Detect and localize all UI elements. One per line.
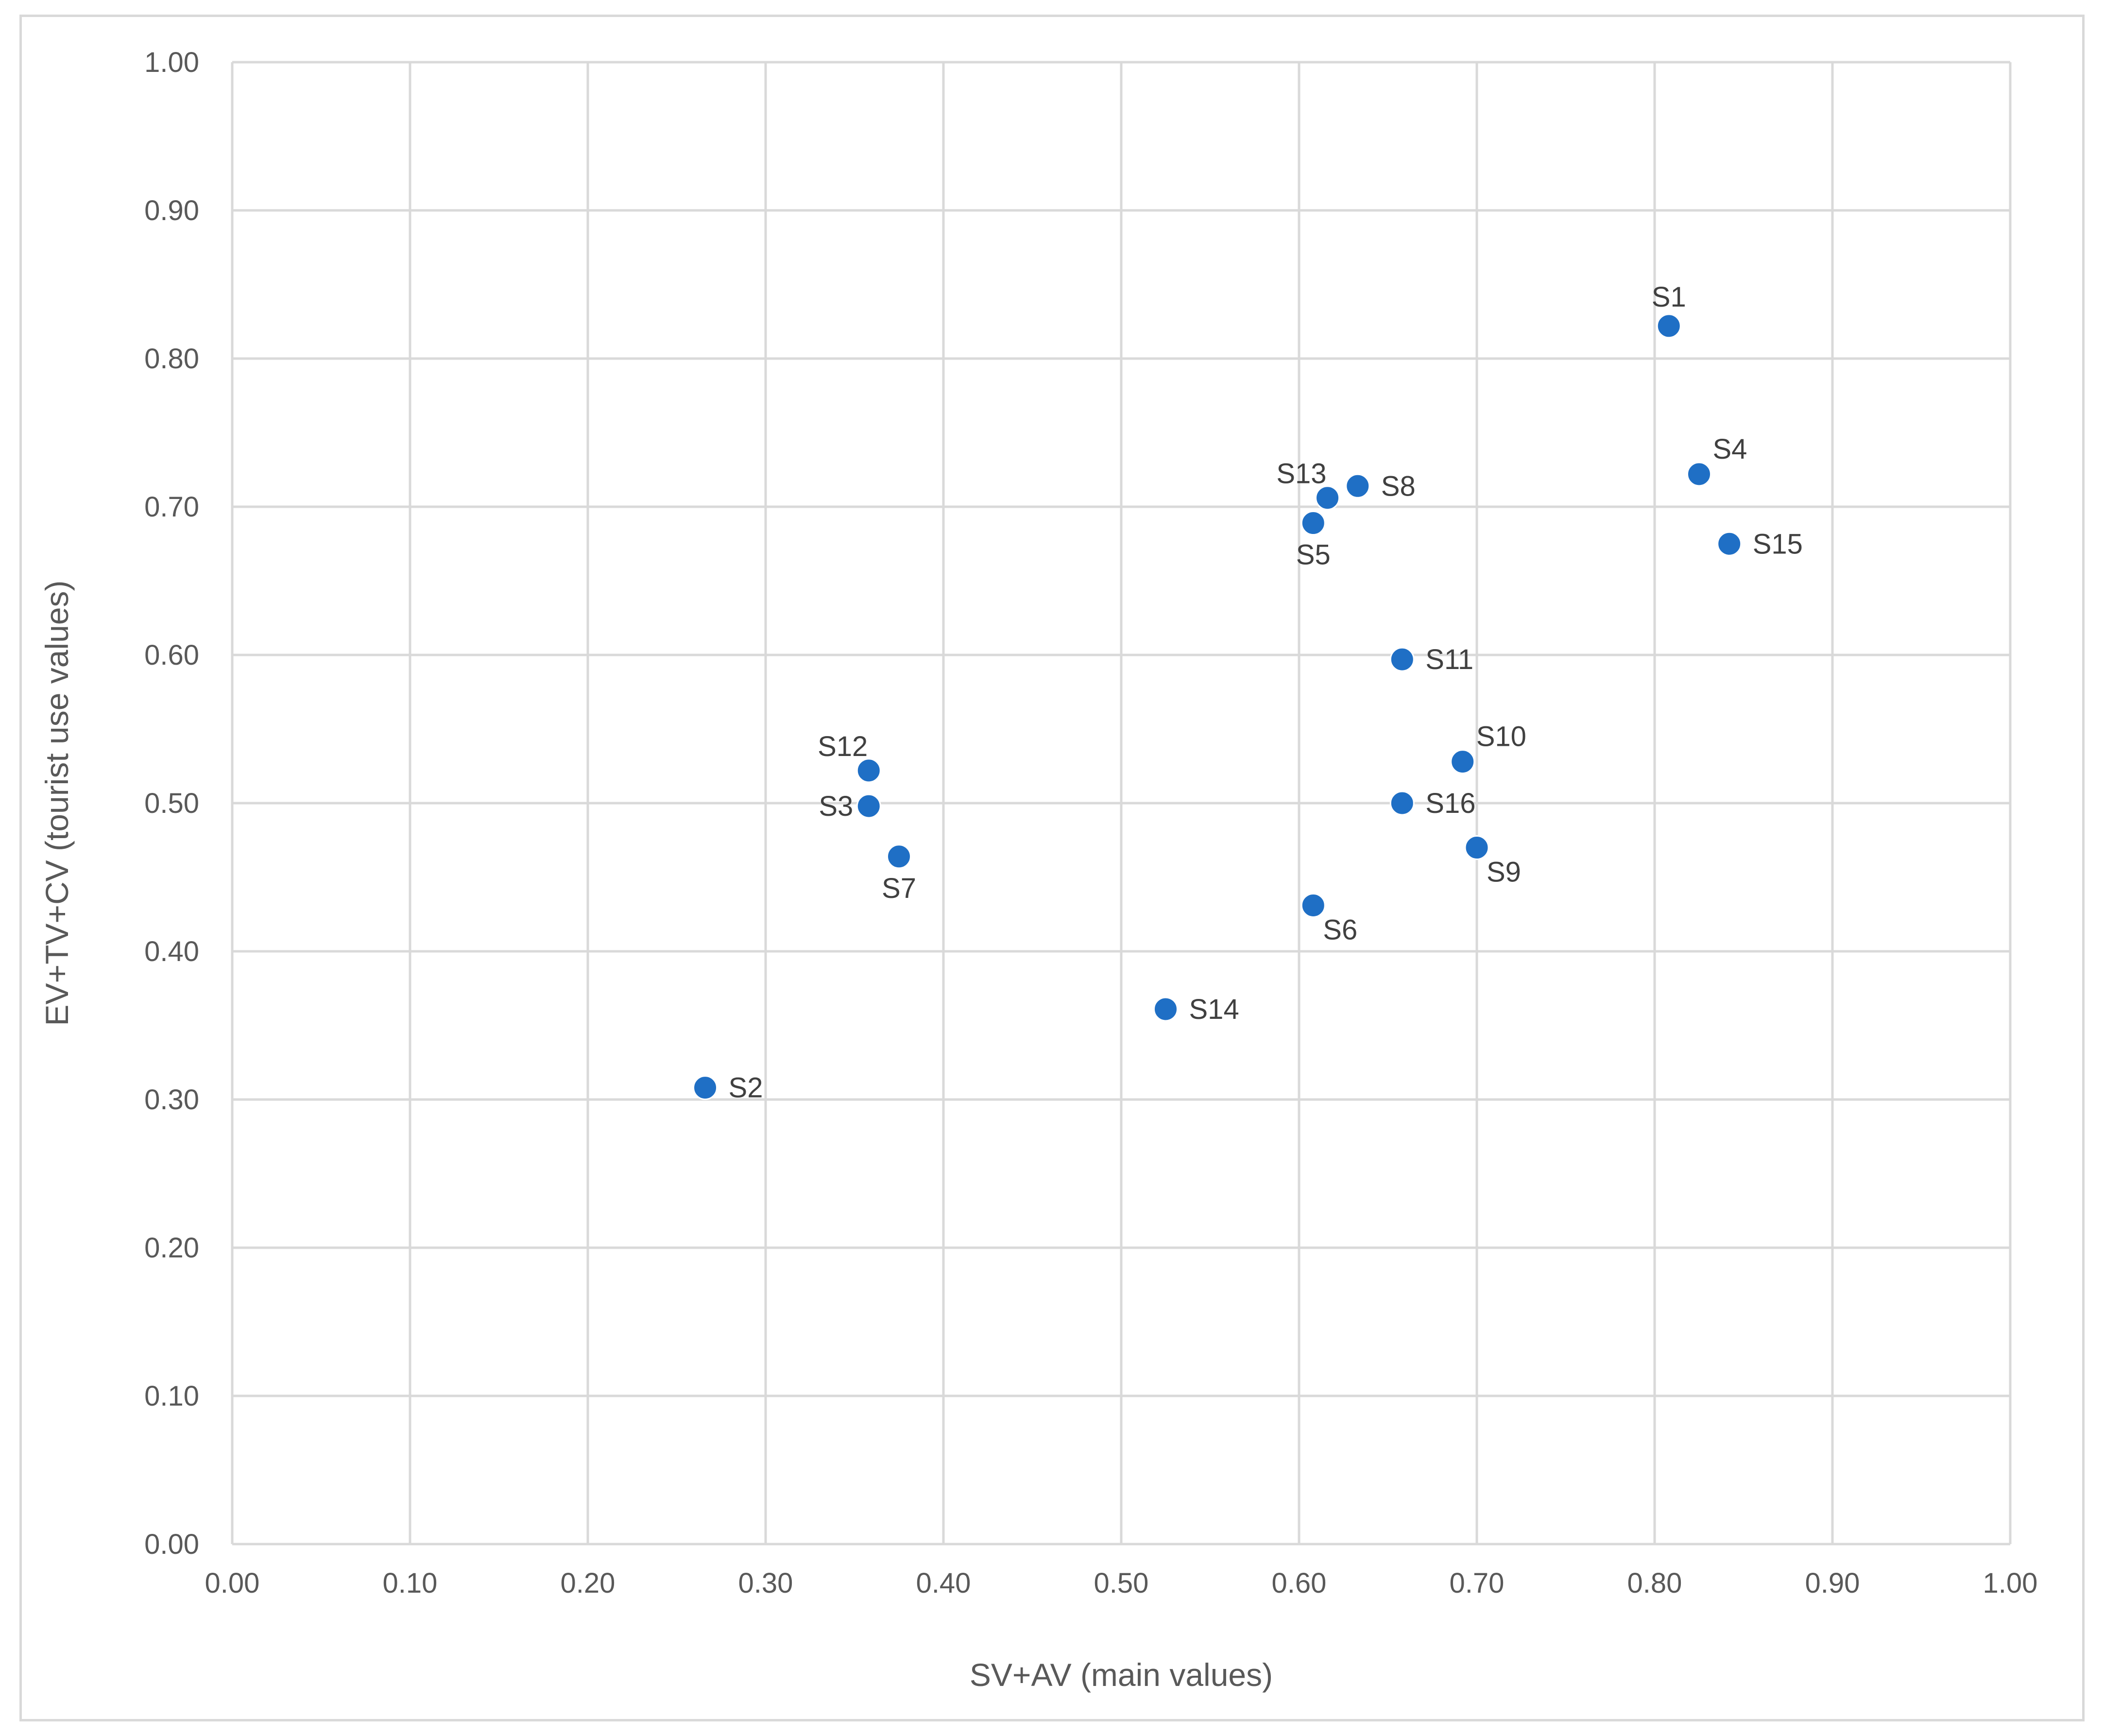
data-point-s13 [1315,485,1340,511]
data-label-s12: S12 [818,731,868,762]
data-point-s4 [1687,462,1711,487]
data-label-s9: S9 [1487,857,1521,888]
x-tick-label: 0.70 [1450,1567,1505,1599]
y-tick-label: 0.20 [144,1232,199,1264]
chart-frame: 0.00 0.10 0.20 0.30 0.40 0.50 0.60 0.70 0.80 0.90… [19,15,2085,1721]
data-point-s6 [1300,893,1326,918]
y-tick-label: 0.00 [144,1529,199,1560]
data-label-s4: S4 [1713,433,1747,465]
y-tick-label: 0.40 [144,936,199,967]
x-tick-label: 0.40 [916,1567,971,1599]
data-label-s7: S7 [882,873,916,904]
x-tick-label: 0.00 [205,1567,260,1599]
data-point-s1 [1656,313,1681,339]
data-label-s11: S11 [1425,644,1473,675]
scatter-chart: 0.00 0.10 0.20 0.30 0.40 0.50 0.60 0.70 0.80 0.90… [39,47,2038,1693]
data-point-s5 [1300,511,1326,536]
data-label-s10: S10 [1476,721,1526,753]
x-tick-label: 0.20 [561,1567,616,1599]
data-label-s3: S3 [819,791,853,822]
data-label-s2: S2 [729,1072,763,1104]
data-points [693,313,1742,1100]
x-tick-label: 0.30 [738,1567,793,1599]
y-tick-label: 0.10 [144,1380,199,1412]
x-tick-label: 0.10 [383,1567,438,1599]
x-tick-label: 0.50 [1094,1567,1149,1599]
data-label-s5: S5 [1296,539,1331,571]
data-point-s15 [1717,531,1742,556]
data-point-s10 [1450,749,1475,774]
x-axis-ticks: 0.00 0.10 0.20 0.30 0.40 0.50 0.60 0.70 0.80 0.90… [205,1567,2038,1599]
x-tick-label: 0.60 [1272,1567,1327,1599]
y-axis-ticks: 0.00 0.10 0.20 0.30 0.40 0.50 0.60 0.70 0.80 0.90… [144,47,199,1560]
data-point-s12 [856,758,881,783]
grid [231,61,2012,1546]
y-tick-label: 1.00 [144,47,199,78]
y-tick-label: 0.60 [144,639,199,671]
data-point-s14 [1153,997,1178,1022]
data-point-s3 [856,793,881,819]
x-tick-label: 0.90 [1805,1567,1860,1599]
data-label-s14: S14 [1189,994,1239,1025]
data-point-s11 [1389,647,1415,672]
data-label-s16: S16 [1425,788,1475,819]
data-label-s6: S6 [1323,914,1357,945]
y-tick-label: 0.90 [144,195,199,226]
y-tick-label: 0.30 [144,1084,199,1116]
data-point-s2 [693,1075,718,1100]
data-point-s8 [1345,473,1370,498]
data-point-s16 [1389,791,1415,816]
y-tick-label: 0.50 [144,788,199,819]
data-label-s8: S8 [1381,470,1416,502]
data-labels: S1 S2 S3 S4 S5 S6 S7 S8 S9 S10 S11 S12 S13 S14 S15 S16 [729,281,1803,1104]
data-label-s1: S1 [1652,281,1686,313]
x-tick-label: 1.00 [1983,1567,2038,1599]
x-axis-title: SV+AV (main values) [970,1657,1273,1693]
data-label-s13: S13 [1276,458,1326,490]
y-tick-label: 0.80 [144,343,199,375]
data-label-s15: S15 [1753,528,1803,560]
x-tick-label: 0.80 [1627,1567,1682,1599]
data-point-s9 [1464,835,1489,860]
y-axis-title: EV+TV+CV (tourist use values) [39,580,75,1026]
data-point-s7 [887,844,911,869]
y-tick-label: 0.70 [144,491,199,523]
